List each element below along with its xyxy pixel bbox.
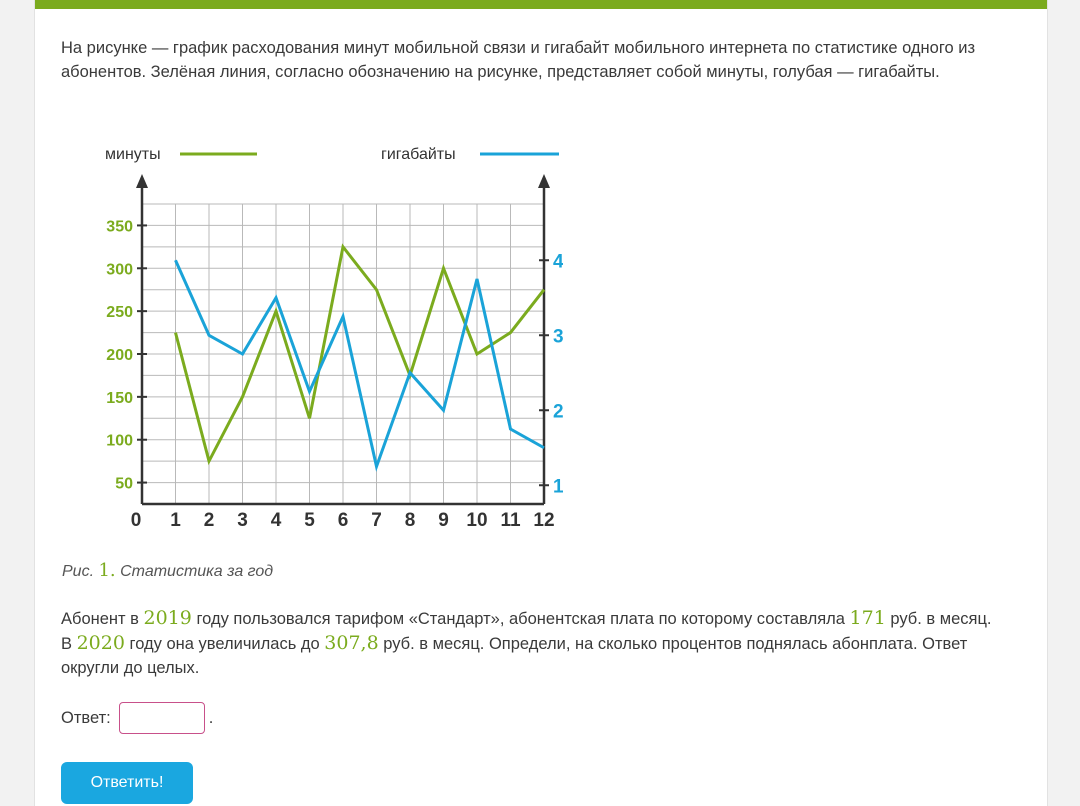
left-tick-label: 250 xyxy=(106,304,133,321)
caption-number: 1. xyxy=(98,560,116,581)
x-tick-label: 10 xyxy=(466,510,487,531)
answer-label: Ответ: xyxy=(61,708,111,727)
x-tick-label: 8 xyxy=(405,510,416,531)
left-tick-label: 300 xyxy=(106,261,133,278)
figure-caption: Рис. 1. Статистика за год xyxy=(62,560,273,581)
intro-text: На рисунке — график расходования минут м… xyxy=(61,39,976,81)
right-tick-label: 3 xyxy=(553,326,563,347)
x-tick-label: 12 xyxy=(533,510,554,531)
left-axis-arrow xyxy=(136,174,148,188)
task-card: На рисунке — график расходования минут м… xyxy=(34,0,1048,806)
legend-label-gigabytes: гигабайты xyxy=(381,146,456,163)
caption-prefix: Рис. xyxy=(62,563,95,580)
answer-input[interactable] xyxy=(118,702,205,734)
x-tick-label: 6 xyxy=(338,510,349,531)
left-tick-label: 50 xyxy=(115,476,133,493)
x-tick-label: 4 xyxy=(271,510,282,531)
fee-2019: 171 xyxy=(849,607,886,629)
task-part-2: году пользовался тарифом «Стандарт», або… xyxy=(191,610,850,628)
x-tick-label: 1 xyxy=(170,510,181,531)
task-part-5: руб. в месяц. Определи, на сколько проце… xyxy=(61,635,968,677)
right-tick-label: 2 xyxy=(553,401,563,422)
task-text: Абонент в 2019 году пользовался тарифом … xyxy=(61,606,1001,680)
fee-2020: 307,8 xyxy=(324,632,379,654)
answer-suffix: . xyxy=(208,708,214,727)
left-tick-label: 200 xyxy=(106,347,133,364)
x-tick-label: 5 xyxy=(304,510,315,531)
right-axis-arrow xyxy=(538,174,550,188)
x-tick-label: 9 xyxy=(438,510,449,531)
task-part-1: Абонент в xyxy=(61,610,144,628)
x-tick-label: 0 xyxy=(131,510,142,531)
year-2020: 2020 xyxy=(76,632,125,654)
caption-text: Статистика за год xyxy=(120,563,274,580)
x-tick-label: 2 xyxy=(204,510,215,531)
submit-button[interactable]: Ответить! xyxy=(61,762,193,804)
task-part-3: руб. в месяц. В xyxy=(61,610,992,653)
answer-row: Ответ: . xyxy=(61,700,213,736)
left-tick-label: 100 xyxy=(106,433,133,450)
right-tick-label: 4 xyxy=(553,251,563,272)
series-line-gigabytes xyxy=(174,259,545,472)
series-line-minutes xyxy=(174,243,546,466)
x-tick-label: 7 xyxy=(371,510,382,531)
top-accent-bar xyxy=(35,0,1047,9)
year-2019: 2019 xyxy=(143,607,192,629)
left-tick-label: 150 xyxy=(106,390,133,407)
x-tick-label: 11 xyxy=(500,510,521,531)
legend-label-minutes: минуты xyxy=(105,146,161,163)
x-tick-label: 3 xyxy=(237,510,248,531)
task-part-4: году она увеличилась до xyxy=(124,635,325,653)
left-tick-label: 350 xyxy=(106,218,133,235)
right-tick-label: 1 xyxy=(553,476,563,497)
